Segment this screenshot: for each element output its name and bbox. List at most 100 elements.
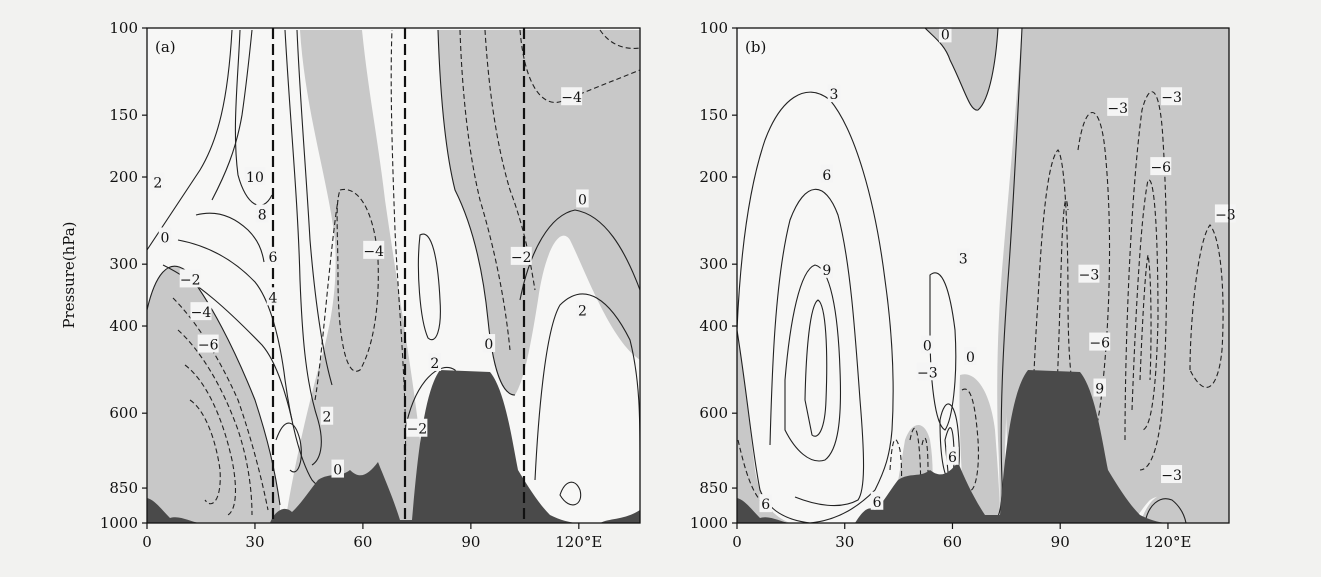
contour-line [599, 29, 640, 49]
contour-label-bg [255, 204, 269, 223]
y-tick-label: 400 [109, 317, 138, 335]
contour-label-bg [266, 287, 280, 306]
x-tick-label: 90 [1051, 533, 1070, 551]
contour-label-bg [363, 240, 385, 259]
contour-label-bg [266, 246, 280, 265]
contour-label: −4 [561, 90, 582, 106]
y-tick-label: 200 [699, 168, 728, 186]
contour-label-bg [428, 352, 442, 371]
contour-label: −3 [1161, 90, 1182, 106]
contour-label-bg [1150, 157, 1172, 176]
contour-line [1144, 498, 1187, 523]
contour-line [1131, 179, 1159, 431]
contour-label: 0 [578, 192, 587, 208]
contour-label: 6 [948, 450, 957, 466]
y-tick-label: 1000 [100, 514, 138, 532]
negative-region-east [438, 30, 640, 395]
y-tick-label: 100 [109, 19, 138, 37]
contour-label: 2 [430, 356, 439, 372]
contour-label-bg [921, 335, 934, 354]
contour-label: −3 [1107, 101, 1128, 117]
contour-label-bg [820, 259, 834, 278]
contour-label: −2 [511, 250, 532, 266]
negative-region-west [737, 330, 790, 523]
panel-a-tag: (a) [155, 38, 176, 56]
contour-label-bg [1161, 87, 1183, 106]
contour-label: 8 [258, 207, 267, 223]
contour-line [390, 29, 407, 471]
contour-label: 2 [153, 175, 162, 191]
contour-labels-b: 0 3 6 9 −3 −3 −6 −3 −3 3 0 −3 0 −6 9 6 6 6 −3 [759, 24, 1236, 513]
y-tick-label: 150 [699, 106, 728, 124]
contour-label: −6 [1150, 160, 1171, 176]
contour-label-bg [964, 346, 977, 365]
contour-label: 3 [830, 87, 839, 103]
contour-label-bg [197, 334, 219, 353]
contour-label-bg [1089, 332, 1111, 351]
y-tick-label: 300 [109, 255, 138, 273]
contour-labels-a: 2 0 10 8 6 4 −2 −4 −6 −4 2 0 −2 2 0 −4 0 −2 2 [151, 87, 589, 479]
contour-label-bg [1107, 97, 1129, 116]
contour-label-bg [916, 362, 938, 381]
contour-label: 9 [822, 263, 831, 279]
contour-label: 0 [941, 27, 950, 43]
negative-region-top [925, 28, 998, 111]
contour-label-bg [870, 491, 884, 510]
contour-label-bg [482, 334, 496, 353]
y-axis-label: Pressure(hPa) [60, 222, 78, 329]
contour-label: 9 [1095, 382, 1104, 398]
contour-label: 6 [761, 497, 770, 513]
contour-line [336, 188, 379, 372]
contour-line [275, 422, 302, 473]
terrain [147, 370, 640, 523]
contour-label-bg [759, 494, 772, 513]
contour-line [961, 388, 979, 492]
contour-label-bg [820, 164, 834, 183]
contour-line [909, 427, 922, 503]
contour-line [177, 329, 253, 516]
y-tick-label: 300 [699, 255, 728, 273]
contour-label: −2 [180, 272, 201, 288]
contour-label: 0 [161, 231, 170, 247]
contour-line [769, 188, 865, 507]
contour-label: 0 [333, 463, 342, 479]
contour-line [172, 297, 269, 511]
y-tick-label: 850 [699, 479, 728, 497]
contour-label-bg [576, 300, 589, 319]
contour-label: −6 [198, 338, 219, 354]
contour-label: −3 [917, 365, 938, 381]
contour-label-bg [1078, 264, 1100, 283]
contour-line [924, 28, 999, 111]
contour-label: −6 [1089, 336, 1110, 352]
contour-label-bg [158, 227, 172, 246]
contour-line [559, 481, 582, 506]
panel-a: 2 0 10 8 6 4 −2 −4 −6 −4 2 0 −2 2 0 −4 0 −2 2 0 30 60 90 120°E… [60, 19, 641, 551]
contour-label-bg [244, 167, 266, 186]
contour-label: 0 [966, 350, 975, 366]
contour-label: 2 [322, 410, 331, 426]
contour-line [784, 264, 842, 462]
contour-label-bg [1093, 378, 1106, 397]
contour-line [296, 29, 333, 386]
contour-label: −4 [191, 305, 212, 321]
contour-label-bg [956, 248, 970, 267]
contour-label: −2 [407, 422, 428, 438]
contour-label: 0 [484, 337, 493, 353]
x-tick-label: 30 [245, 533, 264, 551]
contour-line [519, 209, 640, 301]
contour-label: −4 [363, 244, 384, 260]
contour-line [417, 233, 441, 341]
x-tick-label: 0 [142, 533, 152, 551]
contour-line [184, 364, 237, 516]
contour-label-bg [190, 302, 212, 321]
x-tick-label: 120°E [555, 533, 602, 551]
panel-b-frame [736, 27, 1230, 524]
contour-label-bg [406, 418, 428, 437]
contour-label: 3 [959, 251, 968, 267]
contour-label-bg [827, 84, 841, 103]
contour-line [1029, 149, 1081, 471]
y-tick-label: 200 [109, 168, 138, 186]
contour-line [189, 399, 221, 505]
